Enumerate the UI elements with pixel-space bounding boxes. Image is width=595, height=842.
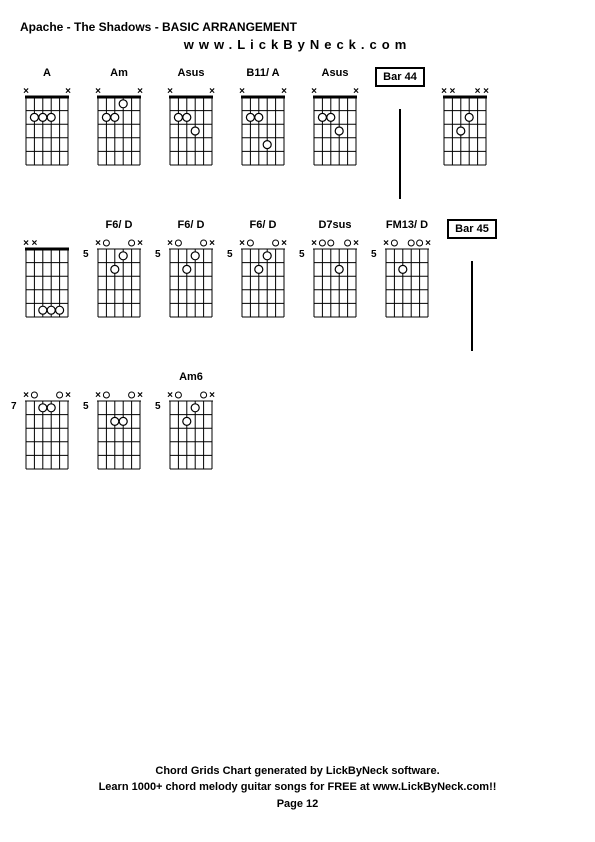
svg-text:×: × [23,86,29,97]
svg-text:×: × [137,238,143,249]
chord-diagram: F6/ D5×× [231,219,295,326]
svg-text:×: × [239,86,245,97]
svg-text:×: × [483,86,489,97]
fret-number: 5 [371,249,377,260]
chord-label: Asus [322,67,349,81]
chord-label: F6/ D [178,219,205,233]
footer-line-3: Page 12 [0,796,595,813]
svg-text:×: × [311,86,317,97]
chord-label: Asus [178,67,205,81]
fret-number: 5 [155,249,161,260]
chord-label: A [43,67,51,81]
chord-diagram: 5×× [87,371,151,478]
svg-text:×: × [23,238,29,249]
chord-diagram: ×××× [433,67,497,174]
svg-text:×: × [281,238,287,249]
page-title: Apache - The Shadows - BASIC ARRANGEMENT [20,20,575,34]
chord-diagram: F6/ D5×× [159,219,223,326]
chord-diagram: B11/ A× × [231,67,295,174]
svg-text:×: × [95,390,101,401]
svg-text:×: × [239,238,245,249]
chord-label: D7sus [318,219,351,233]
chord-diagram: ×× [15,219,79,326]
fret-number: 5 [299,249,305,260]
chord-diagram: FM13/ D5×× [375,219,439,326]
chord-diagram: Am65×× [159,371,223,478]
fret-number: 5 [155,401,161,412]
svg-text:×: × [441,86,447,97]
chord-row: A××Am××Asus××B11/ A××Asus××Bar 44×××× [15,67,580,199]
svg-text:×: × [281,86,287,97]
chord-diagram: D7sus5×× [303,219,367,326]
chord-diagram: Asus × × [159,67,223,174]
page-subtitle: www.LickByNeck.com [20,37,575,52]
svg-text:×: × [167,86,173,97]
svg-text:×: × [31,238,37,249]
chord-row: ××F6/ D5××F6/ D5××F6/ D5××D7sus5××FM13/ … [15,219,580,351]
bar-divider: Bar 45 [447,219,497,351]
svg-text:×: × [353,86,359,97]
bar-label: Bar 44 [375,67,425,87]
chord-label: Am6 [179,371,203,385]
svg-text:×: × [65,390,71,401]
chord-chart-area: A××Am××Asus××B11/ A××Asus××Bar 44××××××F… [0,57,595,508]
svg-text:×: × [311,238,317,249]
fret-number: 5 [227,249,233,260]
chord-label: Am [110,67,128,81]
chord-label: F6/ D [250,219,277,233]
divider-line [471,261,473,351]
svg-text:×: × [167,390,173,401]
page-footer: Chord Grids Chart generated by LickByNec… [0,763,595,813]
chord-row: 7××5××Am65×× [15,371,580,478]
footer-line-2: Learn 1000+ chord melody guitar songs fo… [0,779,595,796]
svg-text:×: × [137,390,143,401]
svg-text:×: × [425,238,431,249]
svg-text:×: × [137,86,143,97]
svg-text:×: × [449,86,455,97]
divider-line [399,109,401,199]
svg-text:×: × [383,238,389,249]
chord-label: F6/ D [106,219,133,233]
svg-text:×: × [95,86,101,97]
bar-divider: Bar 44 [375,67,425,199]
svg-text:×: × [23,390,29,401]
chord-diagram: F6/ D5×× [87,219,151,326]
svg-text:×: × [209,86,215,97]
fret-number: 5 [83,401,89,412]
svg-text:×: × [95,238,101,249]
chord-diagram: A × × [15,67,79,174]
footer-line-1: Chord Grids Chart generated by LickByNec… [0,763,595,780]
chord-label: FM13/ D [386,219,428,233]
fret-number: 7 [11,401,17,412]
chord-label: B11/ A [246,67,279,81]
chord-diagram: Am × × [87,67,151,174]
chord-diagram: Asus × × [303,67,367,174]
svg-text:×: × [167,238,173,249]
svg-text:×: × [353,238,359,249]
bar-label: Bar 45 [447,219,497,239]
svg-text:×: × [209,390,215,401]
svg-text:×: × [475,86,481,97]
svg-text:×: × [209,238,215,249]
svg-text:×: × [65,86,71,97]
chord-diagram: 7×× [15,371,79,478]
fret-number: 5 [83,249,89,260]
